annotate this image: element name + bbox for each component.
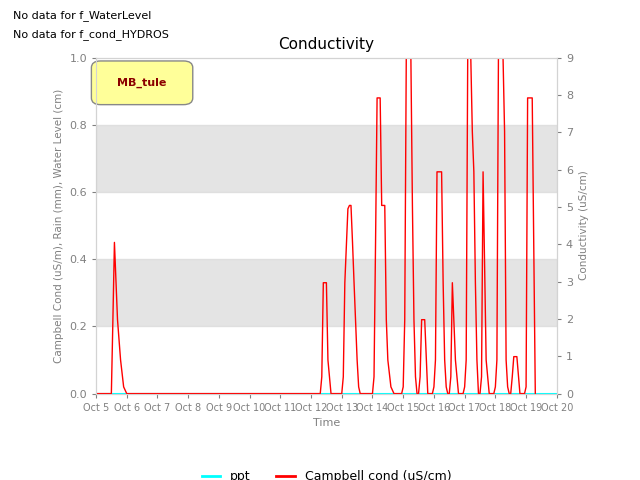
Legend: ppt, Campbell cond (uS/cm): ppt, Campbell cond (uS/cm)	[196, 465, 456, 480]
Text: No data for f_WaterLevel: No data for f_WaterLevel	[13, 10, 151, 21]
FancyBboxPatch shape	[92, 61, 193, 105]
Text: No data for f_cond_HYDROS: No data for f_cond_HYDROS	[13, 29, 169, 40]
X-axis label: Time: Time	[313, 418, 340, 428]
Y-axis label: Conductivity (uS/cm): Conductivity (uS/cm)	[579, 171, 589, 280]
Y-axis label: Campbell Cond (uS/m), Rain (mm), Water Level (cm): Campbell Cond (uS/m), Rain (mm), Water L…	[54, 88, 63, 363]
Bar	[96, 125, 557, 192]
Bar	[96, 259, 557, 326]
Title: Conductivity: Conductivity	[278, 37, 374, 52]
Text: MB_tule: MB_tule	[117, 78, 167, 88]
